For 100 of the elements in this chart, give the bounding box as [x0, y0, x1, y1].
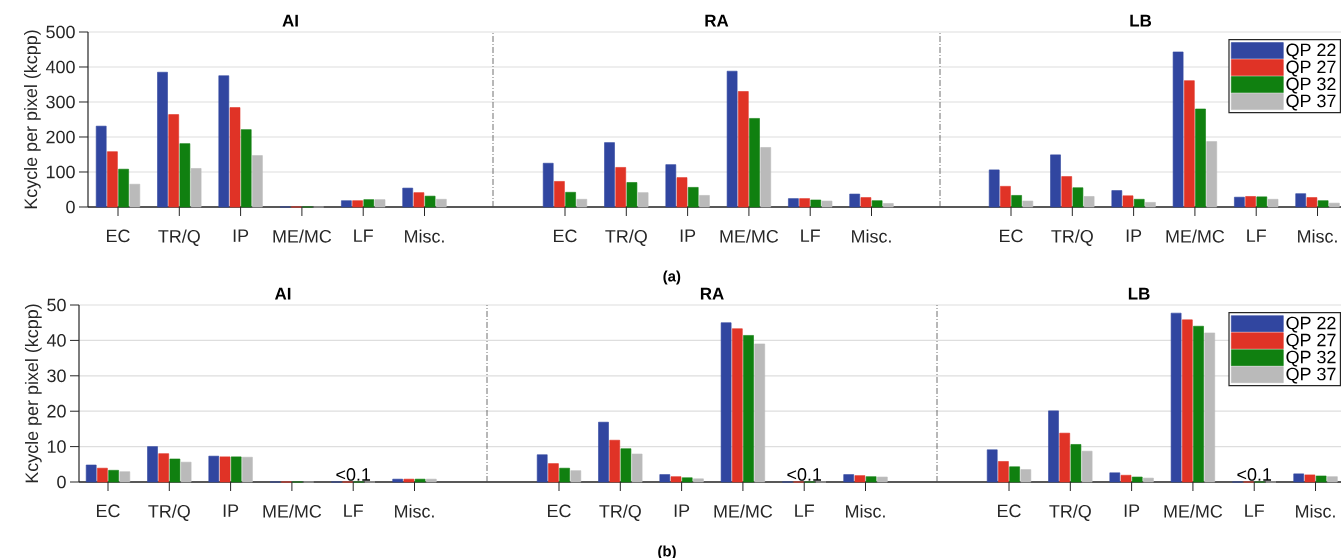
legend-label: QP 32 — [1286, 350, 1336, 367]
bar — [1009, 466, 1020, 483]
x-tick-label: ME/MC — [1164, 504, 1223, 518]
bar — [108, 470, 119, 483]
y-tick-label: 20 — [47, 404, 66, 418]
bar — [352, 200, 363, 208]
bar — [1072, 187, 1084, 208]
bar — [788, 198, 799, 208]
bar — [1109, 472, 1121, 483]
x-tick-label: IP — [1124, 504, 1140, 517]
bar — [1315, 475, 1327, 483]
bar — [107, 151, 118, 208]
y-tick-label: 0 — [66, 200, 75, 214]
x-tick-label: LF — [344, 504, 363, 517]
legend-label: QP 37 — [1286, 94, 1336, 111]
bar — [95, 125, 107, 208]
bar — [726, 70, 738, 208]
bar — [604, 142, 615, 208]
x-tick-label: TR/Q — [1049, 504, 1091, 521]
bar — [1131, 476, 1143, 483]
y-tick-label: 50 — [47, 298, 66, 312]
annotation: <0.1 — [336, 468, 371, 481]
bar — [1184, 80, 1195, 208]
bar — [843, 474, 855, 483]
bar — [392, 478, 403, 483]
legend-label: QP 32 — [1286, 77, 1336, 94]
chart-title: LB — [1128, 287, 1150, 300]
bar — [1059, 432, 1071, 483]
y-axis-title: Kcycle per pixel (kcpp) — [24, 30, 41, 209]
bar — [598, 421, 609, 483]
bar — [169, 458, 181, 483]
bar — [1111, 190, 1123, 208]
bar — [1048, 410, 1059, 483]
bar — [374, 199, 386, 208]
bar — [699, 195, 710, 208]
annotation: <0.1 — [1237, 468, 1272, 481]
bar — [1234, 196, 1245, 208]
y-tick-label: 40 — [46, 334, 66, 347]
bar — [147, 446, 158, 483]
x-tick-label: EC — [97, 504, 120, 518]
bar — [576, 199, 588, 208]
bar — [1000, 186, 1011, 208]
bar — [1120, 474, 1132, 483]
bar — [821, 200, 833, 208]
x-tick-label: EC — [998, 504, 1021, 518]
bar — [1195, 108, 1206, 208]
bar — [1170, 312, 1182, 483]
x-tick-label: EC — [107, 229, 130, 243]
bar — [810, 199, 822, 208]
bar — [754, 343, 766, 483]
bar — [570, 470, 582, 483]
annotation: <0.1 — [787, 468, 822, 481]
x-tick-label: LF — [1247, 229, 1266, 242]
legend-label: QP 37 — [1286, 367, 1336, 384]
bar — [118, 168, 129, 208]
bar — [659, 474, 671, 483]
bar — [218, 75, 230, 208]
legend-label: QP 22 — [1286, 316, 1336, 333]
bar — [760, 147, 772, 208]
y-tick-label: 100 — [46, 165, 75, 179]
bar — [157, 71, 168, 208]
bar — [637, 192, 649, 208]
bar — [252, 155, 263, 208]
bar — [341, 200, 352, 208]
x-tick-label: EC — [554, 229, 577, 243]
bar — [1083, 196, 1095, 208]
bar — [1206, 141, 1218, 208]
legend-label: QP 27 — [1286, 333, 1336, 350]
legend-label: QP 22 — [1286, 43, 1336, 60]
bar — [609, 439, 621, 483]
y-axis-title: Kcycle per pixel (kcpp) — [24, 304, 42, 483]
bar — [168, 114, 179, 208]
bar — [230, 456, 242, 483]
bar — [1317, 200, 1329, 208]
bar — [1295, 193, 1307, 208]
x-tick-label: TR/Q — [148, 504, 190, 521]
bar — [620, 448, 632, 483]
bar — [1022, 200, 1034, 208]
bar — [424, 195, 436, 208]
bar — [1145, 202, 1156, 208]
x-tick-label: EC — [1000, 229, 1023, 243]
bar — [402, 187, 413, 208]
bar — [158, 453, 169, 483]
bar — [229, 107, 241, 208]
chart-title: RA — [700, 287, 724, 300]
x-tick-label: Misc. — [405, 229, 444, 243]
y-tick-label: 200 — [46, 130, 75, 144]
bar — [1193, 325, 1204, 483]
bar — [1122, 195, 1134, 208]
y-tick-label: 30 — [47, 369, 66, 383]
x-tick-label: Misc. — [852, 229, 891, 243]
bar — [85, 464, 97, 483]
bar — [219, 456, 231, 483]
chart-title: RA — [705, 14, 729, 27]
bar — [240, 129, 252, 208]
bar — [542, 162, 554, 208]
bar — [180, 461, 192, 483]
bar — [877, 476, 888, 483]
y-tick-label: 300 — [46, 95, 75, 109]
bar — [1267, 199, 1279, 208]
